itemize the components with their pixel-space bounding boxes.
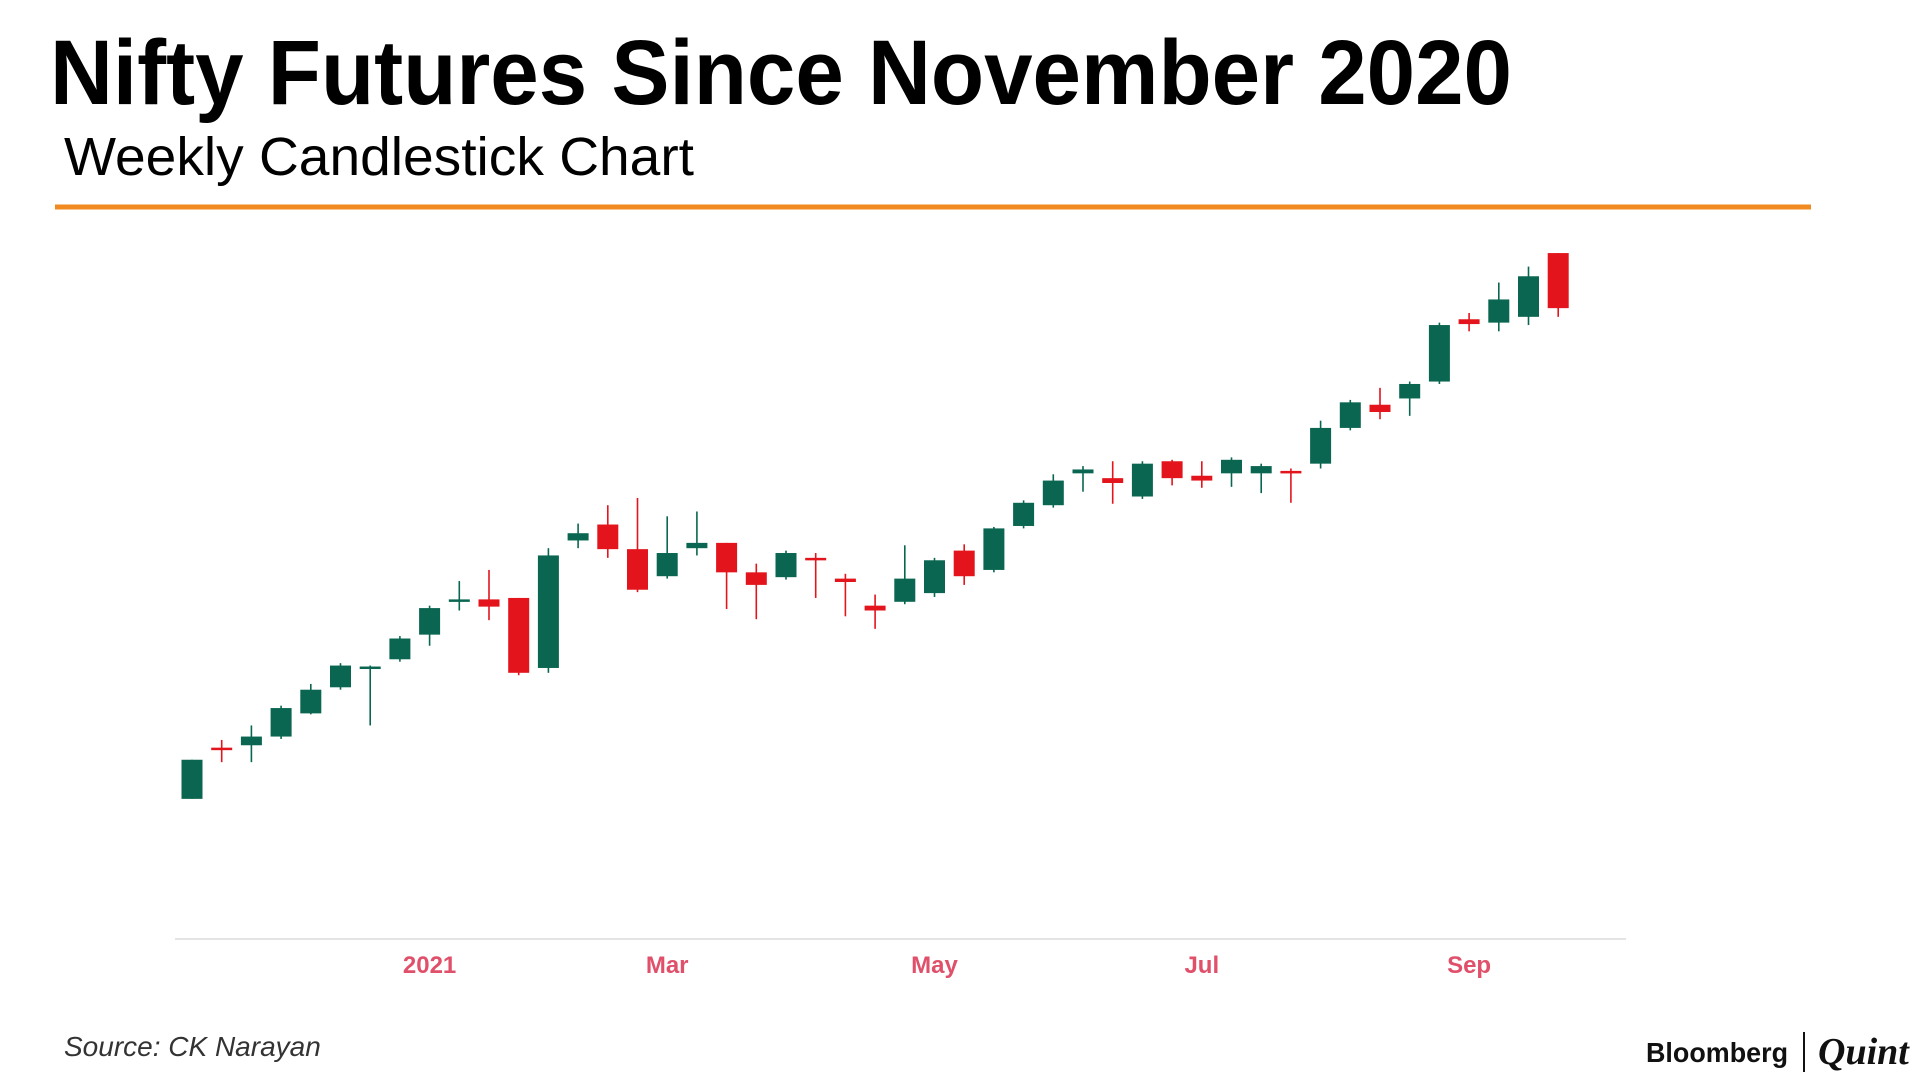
candle-body xyxy=(1131,463,1153,497)
candle-body xyxy=(270,708,292,737)
candle-body xyxy=(359,666,381,670)
candle-body xyxy=(567,533,589,541)
candle-body xyxy=(745,572,767,585)
candle-body xyxy=(1280,470,1302,474)
candle-body xyxy=(448,599,470,602)
x-tick-label: May xyxy=(911,952,958,979)
candle-body xyxy=(1161,461,1183,479)
candle-body xyxy=(1013,502,1035,526)
candle-body xyxy=(1310,427,1332,464)
source-note: Source: CK Narayan xyxy=(64,1031,321,1062)
candle-body xyxy=(627,549,648,590)
candle-body xyxy=(211,747,233,751)
candle-body xyxy=(300,689,322,714)
candle-body xyxy=(1042,480,1064,506)
x-tick-label: 2021 xyxy=(403,952,456,979)
candle-body xyxy=(389,638,411,660)
logo-quint: Quint xyxy=(1818,1031,1910,1073)
chart-title: Nifty Futures Since November 2020 xyxy=(50,22,1512,124)
candle-body xyxy=(1428,325,1450,382)
candle-body xyxy=(330,665,351,688)
candle-body xyxy=(1399,383,1421,399)
candle-body xyxy=(983,528,1005,570)
candle-body xyxy=(924,560,945,594)
logo-bloomberg: Bloomberg xyxy=(1646,1037,1788,1068)
candle-body xyxy=(1191,475,1213,481)
candle-body xyxy=(537,555,559,668)
candle-body xyxy=(1518,276,1539,317)
candle-body xyxy=(686,542,708,549)
candle-body xyxy=(1102,478,1124,483)
candle-body xyxy=(597,524,619,550)
candle-body xyxy=(834,578,856,582)
x-tick-label: Jul xyxy=(1184,952,1219,979)
candle-body xyxy=(894,578,916,602)
candle-body xyxy=(1369,404,1391,412)
candle-body xyxy=(508,597,530,673)
candle-body xyxy=(1547,253,1569,309)
x-tick-label: Mar xyxy=(646,952,689,979)
candle-body xyxy=(1488,299,1510,323)
candle-body xyxy=(1339,402,1361,428)
candle-body xyxy=(240,736,262,746)
candle-body xyxy=(181,759,203,799)
candle-body xyxy=(656,553,678,577)
chart-subtitle: Weekly Candlestick Chart xyxy=(64,127,694,187)
candle-body xyxy=(1250,466,1272,474)
candle-body xyxy=(953,550,975,577)
candle-body xyxy=(864,605,886,611)
x-tick-label: Sep xyxy=(1447,952,1491,979)
candle-body xyxy=(1221,459,1242,474)
candle-body xyxy=(478,599,500,607)
candle-body xyxy=(805,557,827,561)
candle-body xyxy=(419,608,441,635)
candle-body xyxy=(1072,469,1094,474)
candle-body xyxy=(716,542,738,573)
candle-body xyxy=(775,553,797,578)
candle-body xyxy=(1458,319,1480,325)
